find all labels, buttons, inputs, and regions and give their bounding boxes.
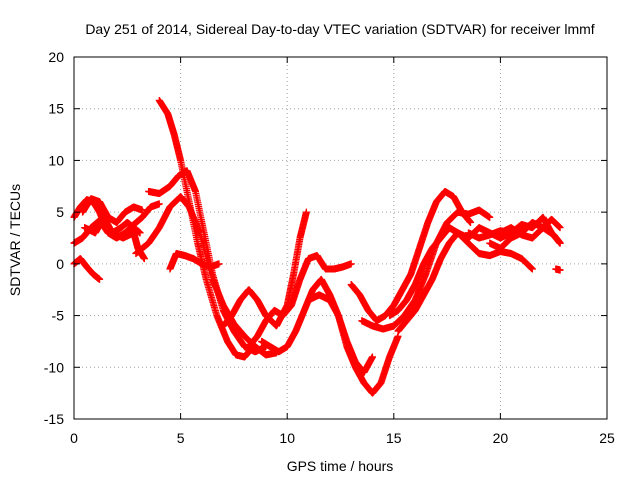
series-arc-21 <box>552 265 564 274</box>
data-point <box>96 275 104 283</box>
data-point <box>347 260 355 268</box>
data-point <box>556 239 564 247</box>
data-point <box>556 266 564 274</box>
data-point <box>136 229 144 237</box>
data-point <box>155 200 163 208</box>
y-tick-label: 20 <box>48 49 64 65</box>
series-arc-14 <box>347 187 475 325</box>
series-arc-9 <box>166 250 223 273</box>
data-point <box>140 255 148 263</box>
x-tick-label: 5 <box>177 430 185 446</box>
data-point <box>486 213 494 221</box>
axis-ticks: 0 5 10 15 20 25 -15 -10 -5 0 5 10 15 20 <box>44 49 615 446</box>
series-arc-5 <box>81 213 148 263</box>
series-arc-8 <box>155 96 257 361</box>
series-arc-20 <box>496 224 564 247</box>
y-tick-label: -5 <box>52 308 65 324</box>
series-arc-10 <box>219 208 310 330</box>
data-point <box>467 218 475 226</box>
series-arc-13 <box>305 291 402 397</box>
y-tick-label: 10 <box>48 152 64 168</box>
series-arc-17 <box>394 229 536 335</box>
series-arc-4 <box>79 195 146 226</box>
y-tick-label: 15 <box>48 101 64 117</box>
data-point <box>215 260 223 268</box>
x-axis-label: GPS time / hours <box>287 458 394 474</box>
series-arc-19 <box>486 215 564 252</box>
x-tick-label: 25 <box>599 430 615 446</box>
data-point <box>302 208 310 216</box>
chart-title: Day 251 of 2014, Sidereal Day-to-day VTE… <box>85 21 594 37</box>
series-arc-11 <box>245 252 355 351</box>
plot-frame <box>73 56 608 420</box>
y-tick-label: -15 <box>44 411 64 427</box>
y-tick-label: 5 <box>56 204 64 220</box>
x-tick-label: 15 <box>386 430 402 446</box>
data-point <box>138 206 146 214</box>
data-point <box>368 353 376 361</box>
x-tick-label: 20 <box>493 430 509 446</box>
series-arc-1 <box>70 255 104 283</box>
data-point <box>556 224 564 232</box>
plot-points <box>70 96 564 397</box>
x-tick-label: 0 <box>70 430 78 446</box>
y-tick-label: -10 <box>44 359 64 375</box>
y-axis-label: SDTVAR / TECUs <box>7 184 23 296</box>
data-point <box>528 265 536 273</box>
y-tick-label: 0 <box>56 256 64 272</box>
x-tick-label: 10 <box>279 430 295 446</box>
